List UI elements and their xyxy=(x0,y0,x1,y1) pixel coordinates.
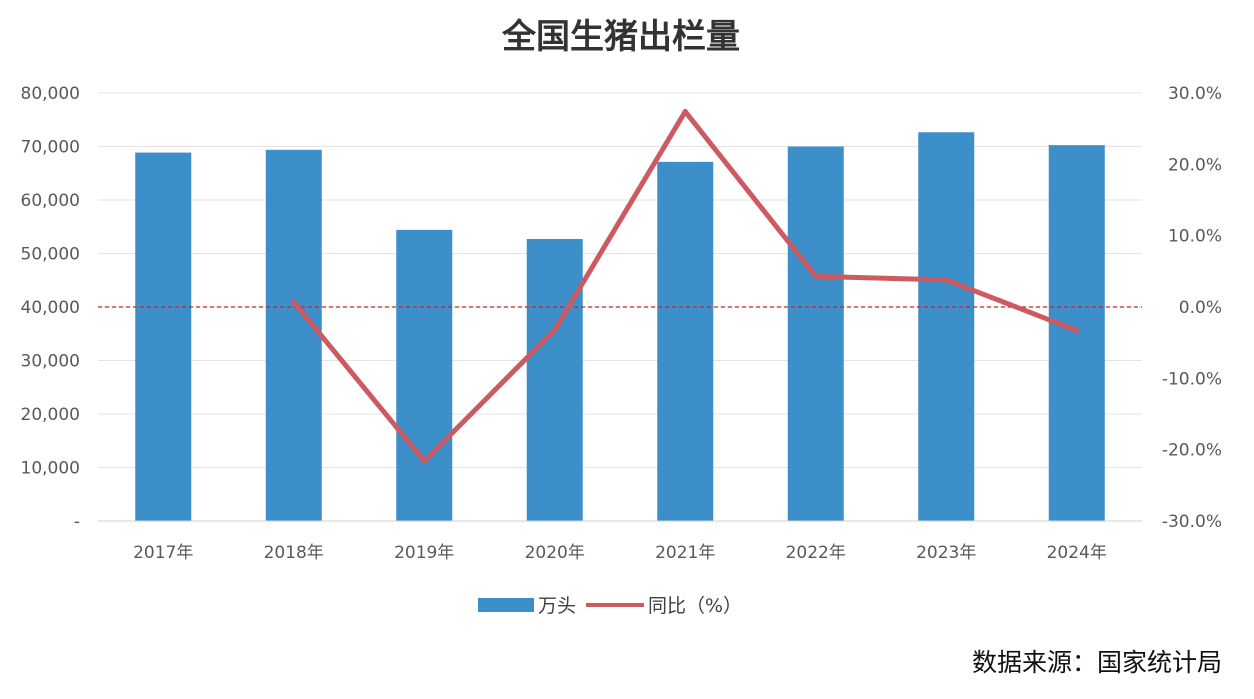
right-tick-label: -30.0% xyxy=(1162,512,1222,532)
line-series xyxy=(291,109,1080,464)
right-tick-label: 0.0% xyxy=(1179,298,1222,318)
legend-label-bar: 万头 xyxy=(538,595,576,617)
bar xyxy=(657,161,714,521)
left-tick-label: 50,000 xyxy=(21,245,80,265)
x-tick-label: 2018年 xyxy=(264,543,324,563)
left-tick-label: 80,000 xyxy=(21,84,80,104)
right-tick-label: 30.0% xyxy=(1168,84,1222,104)
bar xyxy=(918,132,975,521)
bar xyxy=(526,239,583,521)
yoy-point xyxy=(552,327,558,333)
left-tick-label: 10,000 xyxy=(21,459,80,479)
yoy-point xyxy=(421,458,427,464)
yoy-point xyxy=(943,277,949,283)
x-tick-label: 2020年 xyxy=(525,543,585,563)
source-note: 数据来源：国家统计局 xyxy=(972,648,1222,677)
legend-swatch-bar xyxy=(478,598,534,612)
bar xyxy=(396,229,453,522)
x-axis: 2017年 2018年 2019年 2020年 2021年 2022年 2023年 2024年 xyxy=(133,543,1107,563)
yoy-point xyxy=(1074,328,1080,334)
left-tick-label: - xyxy=(74,512,80,532)
right-tick-label: 20.0% xyxy=(1168,155,1222,175)
left-tick-label: 60,000 xyxy=(21,191,80,211)
x-tick-label: 2019年 xyxy=(394,543,454,563)
left-axis: - 10,000 20,000 30,000 40,000 50,000 60,000 70,… xyxy=(21,84,80,532)
legend-label-line: 同比（%） xyxy=(648,595,742,617)
bar xyxy=(135,152,192,522)
left-tick-label: 40,000 xyxy=(21,298,80,318)
yoy-point xyxy=(813,273,819,279)
x-tick-label: 2022年 xyxy=(786,543,846,563)
x-tick-label: 2024年 xyxy=(1047,543,1107,563)
left-tick-label: 70,000 xyxy=(21,138,80,158)
bar xyxy=(1048,145,1105,521)
x-tick-label: 2023年 xyxy=(916,543,976,563)
bar xyxy=(265,149,322,521)
x-tick-label: 2021年 xyxy=(655,543,715,563)
bar xyxy=(787,146,844,522)
right-tick-label: -10.0% xyxy=(1162,369,1222,389)
chart-title: 全国生猪出栏量 xyxy=(501,17,740,57)
right-tick-label: -20.0% xyxy=(1162,441,1222,461)
yoy-point xyxy=(682,109,688,115)
bar-series xyxy=(135,132,1105,522)
left-tick-label: 20,000 xyxy=(21,405,80,425)
grid-lines xyxy=(98,92,1142,468)
left-tick-label: 30,000 xyxy=(21,352,80,372)
legend: 万头 同比（%） xyxy=(478,595,742,617)
yoy-point xyxy=(291,299,297,305)
x-tick-label: 2017年 xyxy=(133,543,193,563)
right-tick-label: 10.0% xyxy=(1168,227,1222,247)
right-axis: -30.0% -20.0% -10.0% 0.0% 10.0% 20.0% 30.0% xyxy=(1162,84,1222,532)
